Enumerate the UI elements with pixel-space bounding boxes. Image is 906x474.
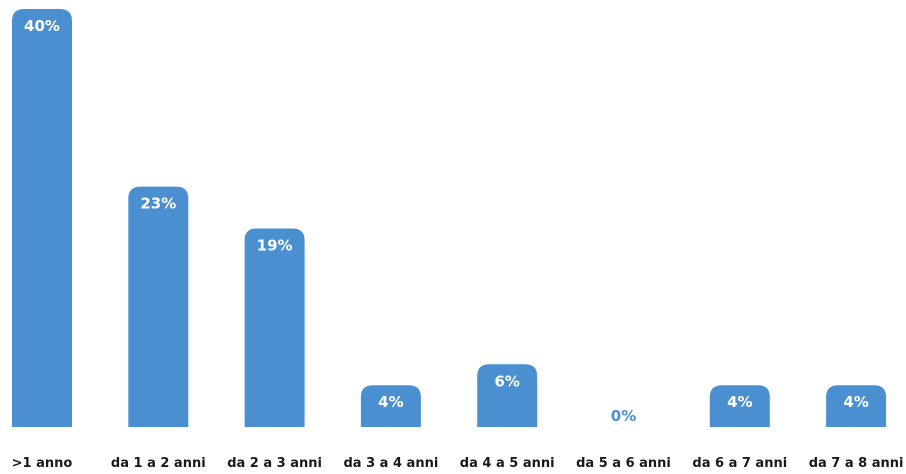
value-label-2: 19% — [257, 236, 293, 254]
value-labels-group: 40% 23% 19% 4% 6% 0% 4% 4% — [24, 17, 869, 425]
bar-4 — [477, 364, 538, 427]
value-label-6: 4% — [727, 393, 752, 411]
category-labels-group: >1 anno da 1 a 2 anni da 2 a 3 anni da 3 a … — [12, 456, 904, 471]
category-label-1: da 1 a 2 anni — [111, 456, 206, 471]
bar-6 — [709, 385, 770, 427]
category-label-6: da 6 a 7 anni — [692, 456, 787, 471]
value-label-0: 40% — [24, 17, 60, 35]
category-label-4: da 4 a 5 anni — [460, 456, 555, 471]
bar-7 — [826, 385, 887, 427]
category-label-5: da 5 a 6 anni — [576, 456, 671, 471]
bar-3 — [360, 385, 421, 427]
value-label-7: 4% — [843, 393, 868, 411]
category-label-7: da 7 a 8 anni — [809, 456, 904, 471]
bars-group — [12, 9, 887, 427]
bar-1 — [128, 186, 189, 427]
bar-2 — [244, 228, 305, 427]
category-label-2: da 2 a 3 anni — [227, 456, 322, 471]
value-label-3: 4% — [378, 393, 403, 411]
value-label-4: 6% — [494, 372, 519, 390]
category-label-0: >1 anno — [12, 456, 73, 471]
value-label-1: 23% — [140, 195, 176, 213]
category-label-3: da 3 a 4 anni — [344, 456, 439, 471]
value-label-5: 0% — [611, 407, 636, 425]
bar-0 — [12, 9, 72, 427]
